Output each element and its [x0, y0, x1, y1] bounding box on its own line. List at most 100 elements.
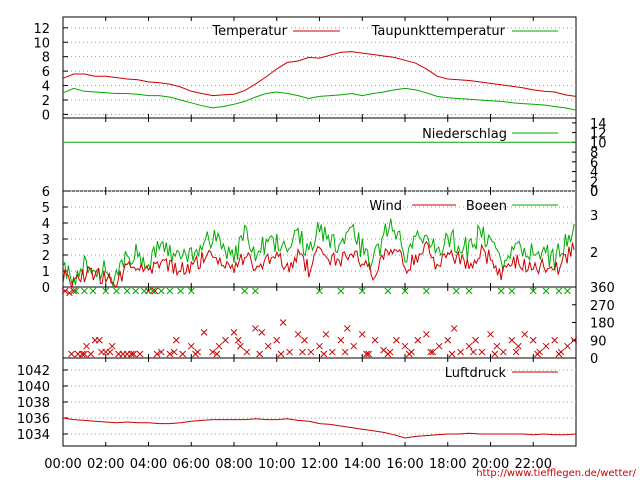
right-tick-label: 8 — [590, 146, 598, 161]
direction-point — [237, 342, 244, 350]
direction-point — [465, 342, 473, 350]
direction-point — [72, 287, 80, 295]
direction-point — [328, 348, 336, 356]
direction-point — [534, 350, 541, 358]
direction-point — [157, 348, 165, 356]
direction-point — [187, 342, 195, 350]
direction-point — [499, 348, 507, 356]
direction-point — [170, 348, 178, 356]
y-tick-label: 1 — [42, 265, 50, 280]
y-tick-label: 4 — [42, 217, 50, 232]
y-tick-label: 1034 — [17, 428, 50, 443]
direction-point — [371, 336, 379, 344]
direction-point — [166, 350, 174, 358]
direction-point — [213, 350, 221, 358]
credit-link: http://www.tiefflegen.de/wetter/ — [476, 468, 636, 479]
direction-point — [149, 287, 157, 295]
y-tick-label: 1038 — [17, 396, 50, 411]
direction-point — [493, 342, 501, 350]
direction-point — [113, 287, 120, 295]
y-tick-label: 0 — [42, 108, 50, 123]
direction-point — [337, 336, 345, 344]
direction-point — [542, 342, 550, 350]
direction-point — [187, 287, 195, 295]
direction-point — [423, 330, 430, 338]
x-tick-label: 22:00 — [515, 457, 552, 472]
x-tick-label: 04:00 — [130, 457, 167, 472]
x-tick-label: 00:00 — [44, 457, 81, 472]
direction-point — [487, 330, 494, 338]
y-tick-label: 0 — [42, 281, 50, 296]
direction-point — [151, 287, 159, 295]
direction-point — [322, 330, 330, 338]
direction-point — [542, 287, 550, 295]
direction-point — [393, 336, 400, 344]
right-tick-label: 90 — [590, 334, 607, 349]
direction-point — [429, 348, 437, 356]
direction-point — [130, 350, 137, 358]
direction-point — [478, 348, 486, 356]
right-tick-label: 10 — [590, 136, 607, 151]
direction-point — [452, 287, 460, 295]
direction-point — [132, 287, 140, 295]
direction-point — [470, 348, 477, 356]
right-tick-label: 0 — [590, 185, 598, 200]
x-tick-label: 20:00 — [472, 457, 509, 472]
direction-point — [341, 348, 349, 356]
direction-point — [70, 287, 78, 295]
direction-point — [61, 287, 69, 295]
direction-point — [89, 287, 97, 295]
legend-label-taupunkt: Taupunkttemperatur — [371, 24, 506, 39]
direction-point — [102, 287, 110, 295]
y-tick-label: 10 — [33, 36, 50, 51]
direction-point — [243, 348, 251, 356]
y-tick-label: 6 — [42, 185, 50, 200]
direction-point — [514, 342, 522, 350]
direction-point — [529, 287, 537, 295]
series-line-taupunkttemperatur — [62, 87, 577, 111]
y-tick-label: 8 — [42, 51, 50, 66]
direction-point — [277, 350, 285, 358]
direction-point — [508, 336, 516, 344]
direction-point — [87, 350, 95, 358]
direction-point — [299, 348, 306, 356]
direction-point — [258, 329, 266, 336]
series-line-temperatur — [62, 51, 577, 97]
direction-point — [423, 287, 430, 295]
direction-point — [153, 350, 161, 358]
direction-point — [316, 287, 323, 295]
direction-point — [136, 350, 144, 358]
direction-point — [444, 336, 452, 344]
direction-point — [414, 336, 422, 344]
x-tick-label: 14:00 — [344, 457, 381, 472]
direction-point — [256, 350, 264, 358]
direction-point — [350, 342, 358, 350]
y-tick-label: 12 — [33, 22, 50, 37]
direction-point — [166, 287, 174, 295]
right-tick-label: 180 — [590, 317, 615, 332]
direction-point — [363, 350, 370, 358]
direction-point — [508, 287, 516, 295]
direction-point — [172, 336, 180, 344]
direction-point — [435, 342, 443, 350]
right-tick-label: 0 — [590, 185, 598, 200]
direction-point — [157, 287, 165, 295]
right-tick-label: 6 — [590, 156, 598, 171]
legend-label-wind: Wind — [369, 199, 402, 214]
right-tick-label: 270 — [590, 299, 615, 314]
direction-point — [358, 287, 366, 295]
right-tick-label: 360 — [590, 281, 615, 296]
direction-point — [192, 350, 199, 358]
legend-label-niederschlag: Niederschlag — [422, 127, 507, 142]
direction-point — [307, 348, 315, 356]
direction-point — [551, 336, 558, 344]
y-tick-label: 4 — [42, 80, 50, 95]
direction-point — [465, 287, 473, 295]
direction-point — [570, 336, 578, 344]
direction-point — [83, 342, 90, 350]
right-tick-label: 14 — [590, 117, 607, 132]
direction-point — [521, 330, 529, 338]
right-tick-label: 3 — [590, 209, 598, 224]
direction-point — [512, 348, 520, 356]
